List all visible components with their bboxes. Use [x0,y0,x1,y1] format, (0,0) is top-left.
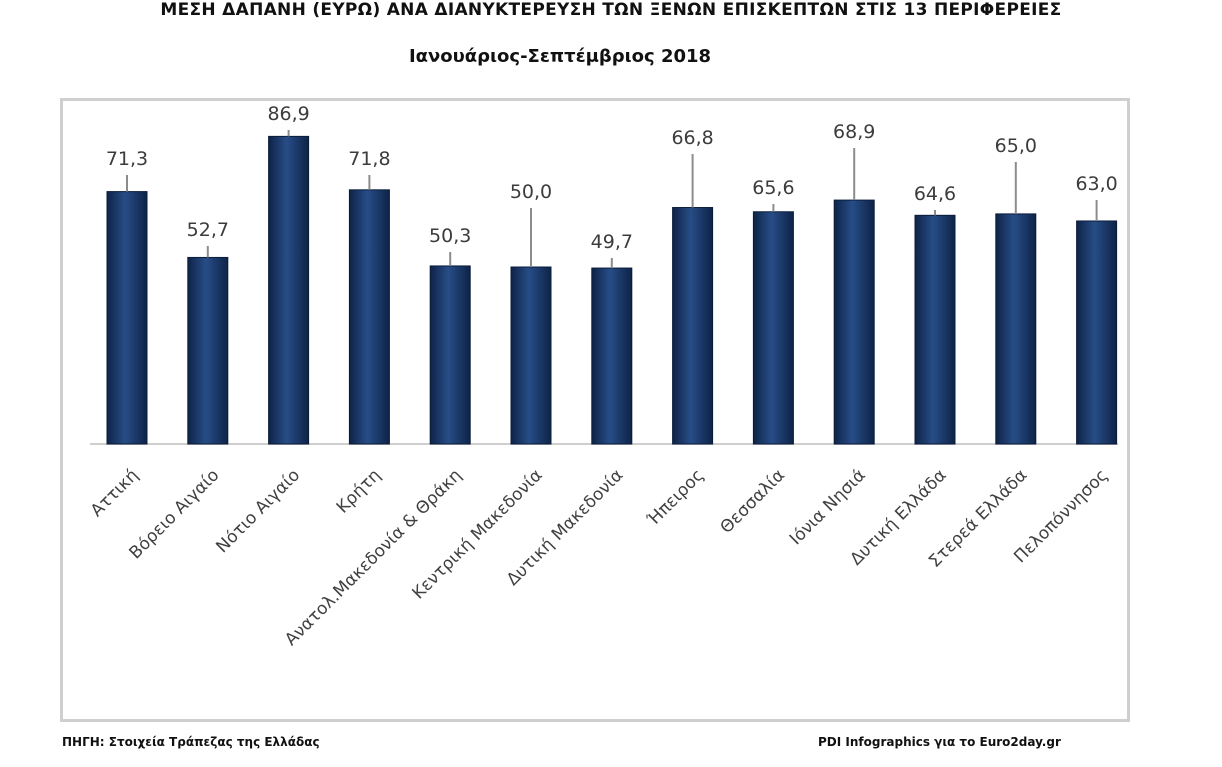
category-label: Αττική [87,465,143,521]
data-label: 64,6 [914,183,956,205]
bar [106,191,148,445]
bar [348,189,390,445]
data-label: 86,9 [267,103,309,125]
category-label: Ήπειρος [643,465,708,530]
bar [672,207,714,445]
bar [187,256,229,445]
bar [268,135,310,445]
data-label: 71,8 [348,148,390,170]
bar [429,265,471,445]
bar [1076,220,1118,445]
bar [833,199,875,445]
data-label: 68,9 [833,121,875,143]
category-label: Κεντρική Μακεδονία [409,465,547,603]
chart-title: ΜΕΣΗ ΔΑΠΑΝΗ (ΕΥΡΩ) ΑΝΑ ΔΙΑΝΥΚΤΕΡΕΥΣΗ ΤΩΝ… [160,0,1062,20]
chart-subtitle: Ιανουάριος-Σεπτέμβριος 2018 [408,46,712,67]
bar [591,267,633,445]
credit-note: PDI Infographics για το Euro2day.gr [818,735,1061,749]
data-label: 65,0 [995,135,1037,157]
data-label: 50,3 [429,225,471,247]
bar [914,214,956,445]
bar [995,213,1037,445]
data-label: 66,8 [671,127,713,149]
category-label: Ιόνια Νησιά [786,465,870,549]
category-label: Θεσσαλία [717,465,789,537]
data-label: 50,0 [510,181,552,203]
category-label: Νότιο Αιγαίο [212,465,304,557]
bar [752,211,794,445]
bar [510,266,552,445]
data-label: 71,3 [106,148,148,170]
data-label: 52,7 [187,219,229,241]
category-label: Ανατολ.Μακεδονία & Θράκη [281,465,466,650]
data-label: 65,6 [752,177,794,199]
data-label: 63,0 [1075,173,1117,195]
category-label: Κρήτη [333,465,385,517]
source-note: ΠΗΓΗ: Στοιχεία Τράπεζας της Ελλάδας [62,735,320,749]
data-label: 49,7 [591,231,633,253]
